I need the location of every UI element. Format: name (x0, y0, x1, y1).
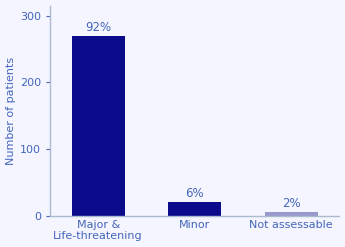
Text: 92%: 92% (85, 21, 111, 34)
Text: 2%: 2% (282, 197, 300, 210)
Text: 6%: 6% (185, 187, 204, 200)
Bar (168, 202, 221, 216)
Bar (72, 36, 125, 216)
Y-axis label: Number of patients: Number of patients (6, 57, 16, 165)
Bar (265, 212, 318, 216)
